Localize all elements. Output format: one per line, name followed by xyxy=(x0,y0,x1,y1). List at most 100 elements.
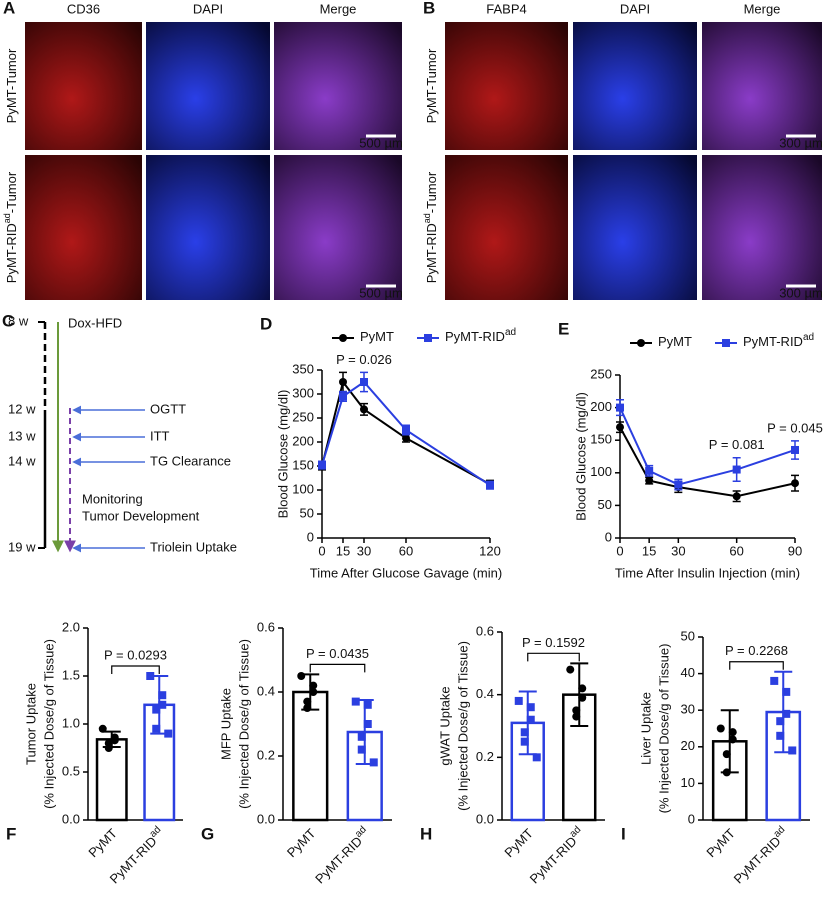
y-tick-label: 0 xyxy=(307,529,314,544)
data-point xyxy=(351,697,360,706)
y-axis-label: Blood Glucose (mg/dl) xyxy=(573,392,588,521)
x-tick-label: 90 xyxy=(788,543,802,558)
legend-sup: ad xyxy=(803,332,814,343)
p-value: P = 0.0293 xyxy=(104,647,167,662)
data-point xyxy=(369,758,378,767)
error-bar xyxy=(355,699,374,765)
data-point xyxy=(616,403,624,412)
event-label: OGTT xyxy=(150,401,186,416)
y-tick-label: 0.0 xyxy=(476,811,494,826)
data-point xyxy=(357,745,366,754)
data-point xyxy=(152,705,161,714)
series-line xyxy=(619,426,796,498)
y-tick-label: 0.6 xyxy=(476,623,494,638)
y-axis-label: Blood Glucose (mg/dl) xyxy=(275,390,290,519)
scale-bar-label: 300 µm xyxy=(779,135,823,150)
scale-bar-label: 500 µm xyxy=(359,285,403,300)
data-point xyxy=(782,687,791,696)
bar xyxy=(95,738,128,822)
p-value: P = 0.1592 xyxy=(522,635,585,650)
category-name: PyMT xyxy=(86,826,121,861)
row-label-sup: ad xyxy=(422,213,432,223)
row-label: PyMT-RIDad-Tumor xyxy=(422,171,439,283)
error-bar xyxy=(720,709,739,774)
data-point xyxy=(732,492,741,501)
y-tick-label: 100 xyxy=(590,464,612,479)
y-tick-label: 0.0 xyxy=(62,811,80,826)
row-label-sup: ad xyxy=(2,213,12,223)
column-label: DAPI xyxy=(193,1,223,16)
y-tick-label: 0.4 xyxy=(476,686,494,701)
data-point xyxy=(776,717,785,726)
data-point xyxy=(402,426,410,434)
y-axis-label: (% Injected Dose/g of Tissue) xyxy=(656,644,671,814)
column-label: Merge xyxy=(320,1,357,16)
data-point xyxy=(318,461,326,470)
micrograph xyxy=(146,22,270,150)
scale-bar-label: 500 µm xyxy=(359,135,403,150)
category-name: PyMT-RID xyxy=(731,834,784,887)
y-tick-label: 150 xyxy=(292,457,314,472)
data-point xyxy=(716,724,725,733)
x-tick-label: 30 xyxy=(671,543,685,558)
panel-letter: H xyxy=(420,824,432,843)
week-label: 12 w xyxy=(8,401,36,416)
y-tick-label: 40 xyxy=(681,665,695,680)
data-point xyxy=(674,480,683,489)
micrograph xyxy=(445,22,568,150)
micrograph xyxy=(445,155,568,300)
legend-label: PyMT xyxy=(360,329,394,344)
y-axis-label: (% Injected Dose/g of Tissue) xyxy=(236,639,251,809)
legend-name: PyMT-RID xyxy=(743,334,803,349)
x-tick-label: PyMT xyxy=(704,826,739,861)
y-tick-label: 0.6 xyxy=(257,619,275,634)
x-tick-label: 120 xyxy=(479,543,501,558)
week-label: 14 w xyxy=(8,453,36,468)
micrograph xyxy=(274,22,402,150)
panel-letter: A xyxy=(3,0,15,17)
y-tick-label: 1.5 xyxy=(62,667,80,682)
x-tick-label: 0 xyxy=(318,543,325,558)
y-tick-label: 250 xyxy=(590,366,612,381)
x-tick-label: PyMT xyxy=(502,826,537,861)
micrograph xyxy=(146,155,270,300)
y-axis-label: Tumor Uptake xyxy=(23,683,38,765)
data-point xyxy=(616,423,624,432)
x-tick-label: PyMT-RIDad xyxy=(525,824,587,886)
legend-label: PyMT-RIDad xyxy=(445,327,516,344)
error-bar xyxy=(570,662,589,727)
data-point xyxy=(152,724,161,733)
data-point xyxy=(732,465,741,474)
row-label-text: PyMT-RID xyxy=(424,223,439,283)
panel-letter: E xyxy=(558,319,569,338)
y-tick-label: 1.0 xyxy=(62,715,80,730)
monitor-label: Tumor Development xyxy=(82,508,200,523)
data-point xyxy=(339,392,347,401)
significance-bracket xyxy=(527,652,580,662)
x-tick-label: PyMT-RIDad xyxy=(311,824,373,886)
data-point xyxy=(791,445,799,454)
category-name: PyMT xyxy=(502,826,537,861)
week-label: 13 w xyxy=(8,428,36,443)
data-point xyxy=(339,378,347,386)
data-point xyxy=(514,696,523,705)
legend-name: PyMT xyxy=(658,334,692,349)
y-tick-label: 250 xyxy=(292,409,314,424)
x-axis-label: Time After Insulin Injection (min) xyxy=(615,565,800,580)
column-label: DAPI xyxy=(620,1,650,16)
micrograph xyxy=(702,22,822,150)
error-bar xyxy=(301,673,320,711)
y-tick-label: 200 xyxy=(292,433,314,448)
column-label: CD36 xyxy=(67,1,100,16)
p-value: P = 0.045 xyxy=(767,420,823,435)
week-label: 19 w xyxy=(8,539,36,554)
data-point xyxy=(526,715,535,724)
micrograph xyxy=(25,155,142,300)
significance-bracket xyxy=(111,665,160,674)
y-tick-label: 0 xyxy=(605,529,612,544)
monitor-label: Monitoring xyxy=(82,491,143,506)
y-tick-label: 150 xyxy=(590,432,612,447)
y-tick-label: 0 xyxy=(688,811,695,826)
